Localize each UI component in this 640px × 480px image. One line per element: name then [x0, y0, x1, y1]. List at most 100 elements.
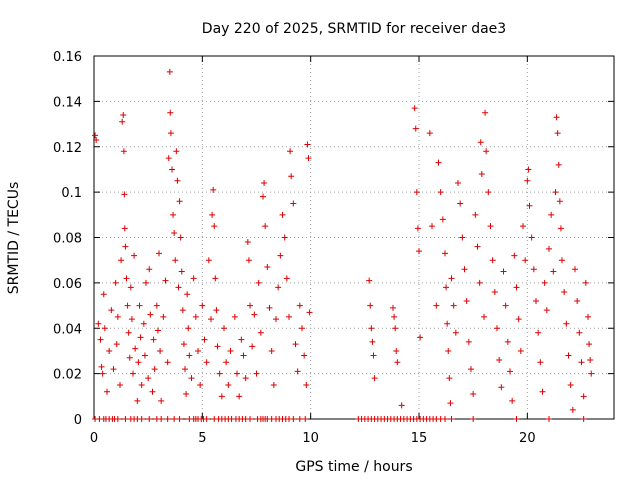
data-point [119, 118, 126, 125]
data-point [132, 345, 139, 352]
data-point [113, 341, 120, 348]
data-point [249, 343, 256, 350]
y-tick-label: 0.08 [53, 232, 82, 247]
data-point [509, 397, 516, 404]
data-point [446, 375, 453, 382]
data-point [125, 329, 132, 336]
data-point [279, 211, 286, 218]
data-point [390, 304, 396, 311]
data-point [483, 148, 490, 155]
data-point [138, 381, 145, 388]
y-tick-label: 0.16 [53, 50, 82, 65]
data-point [201, 336, 208, 343]
data-point [470, 391, 477, 398]
tick-labels: 0 0.02 0.04 0.06 0.08 0.1 0.12 0.14 0.16 0 5 10 15 20 [53, 50, 536, 446]
data-point [559, 257, 565, 264]
data-point [135, 359, 142, 366]
data-point [294, 368, 301, 375]
data-point [277, 252, 284, 259]
data-point [108, 307, 115, 314]
data-point [524, 177, 531, 184]
data-point [537, 359, 544, 366]
data-point [429, 223, 435, 230]
data-point [131, 252, 138, 259]
x-tick-label: 15 [411, 431, 428, 446]
data-point [554, 130, 561, 137]
data-point [543, 307, 550, 314]
data-point [157, 347, 164, 354]
data-point [147, 311, 154, 318]
data-point [303, 381, 310, 388]
data-point [114, 313, 121, 320]
data-point [214, 343, 221, 350]
data-point [555, 161, 562, 168]
data-point [150, 336, 157, 343]
data-point [118, 257, 125, 264]
data-point [442, 250, 448, 257]
x-tick-label: 0 [90, 431, 98, 446]
data-point [442, 416, 448, 422]
data-point [587, 357, 594, 364]
data-point [255, 279, 262, 286]
data-point [197, 381, 204, 388]
x-tick-label: 20 [519, 431, 536, 446]
data-point [561, 288, 568, 295]
data-point [304, 141, 311, 148]
y-tick-label: 0 [74, 413, 82, 428]
data-point [448, 416, 455, 422]
data-point [216, 370, 223, 377]
data-point [138, 416, 145, 422]
data-point [392, 325, 399, 332]
data-point [550, 268, 557, 275]
data-point [251, 311, 258, 318]
data-point [530, 266, 537, 273]
data-point [176, 416, 183, 422]
data-point [305, 155, 312, 162]
data-point [416, 248, 422, 255]
y-tick-label: 0.06 [53, 277, 82, 292]
data-point [296, 302, 303, 309]
data-point [292, 341, 299, 348]
data-point [174, 177, 181, 184]
data-point [552, 189, 559, 196]
data-point [546, 245, 552, 252]
data-point [137, 334, 144, 341]
data-point [238, 336, 245, 343]
data-point [176, 198, 183, 205]
data-point [507, 368, 513, 375]
data-point [195, 347, 201, 354]
data-point [120, 111, 127, 118]
data-point [299, 325, 305, 332]
data-point [463, 298, 470, 305]
data-point [178, 268, 185, 275]
data-point [162, 277, 169, 284]
data-point [123, 275, 130, 282]
data-point [472, 211, 479, 218]
data-point [548, 211, 555, 218]
data-point [435, 159, 442, 166]
data-point [225, 381, 232, 388]
data-point [114, 416, 121, 422]
data-point [167, 109, 174, 116]
data-point [572, 266, 578, 273]
data-point [369, 338, 376, 345]
data-point [98, 363, 105, 370]
y-tick-label: 0.14 [53, 95, 82, 110]
data-point [494, 325, 500, 332]
data-point [210, 186, 217, 193]
data-point [586, 341, 593, 348]
data-point [444, 320, 451, 327]
y-axis-label: SRMTID / TECUs [6, 182, 22, 295]
data-point [498, 384, 505, 391]
data-point [437, 189, 444, 196]
data-point [92, 132, 99, 139]
data-point [481, 313, 487, 320]
data-point [268, 347, 275, 354]
data-point [528, 234, 535, 241]
data-point [153, 302, 160, 309]
data-point [273, 316, 279, 323]
data-point [253, 370, 260, 377]
data-point [120, 148, 127, 155]
data-point [433, 302, 440, 309]
